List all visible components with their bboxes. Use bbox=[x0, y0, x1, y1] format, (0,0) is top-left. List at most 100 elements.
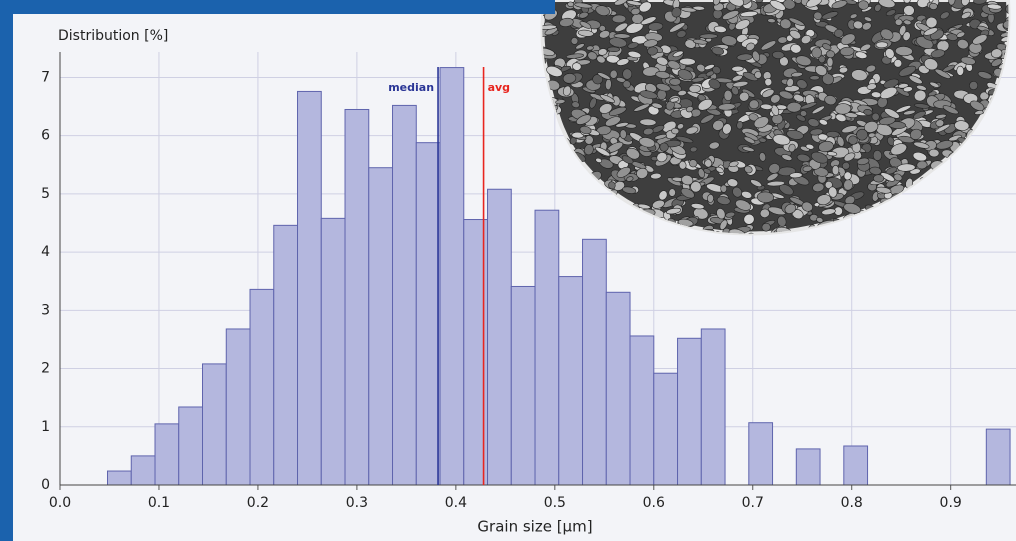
grain bbox=[1005, 14, 1009, 22]
grain bbox=[651, 102, 663, 109]
grain bbox=[942, 105, 959, 115]
grain bbox=[871, 112, 880, 121]
bar bbox=[558, 276, 584, 486]
grain bbox=[825, 50, 835, 59]
grain bbox=[760, 103, 773, 110]
grain bbox=[692, 5, 706, 11]
grain bbox=[902, 86, 913, 93]
grain bbox=[831, 0, 848, 9]
grain bbox=[639, 118, 657, 126]
grain bbox=[779, 184, 794, 196]
grain bbox=[887, 136, 895, 146]
grain bbox=[842, 161, 851, 170]
grain bbox=[752, 50, 761, 62]
grain bbox=[789, 172, 803, 179]
grain bbox=[767, 18, 776, 24]
grain bbox=[843, 171, 852, 181]
grain bbox=[772, 50, 785, 59]
grain bbox=[863, 16, 873, 22]
grain bbox=[857, 0, 869, 10]
grain bbox=[880, 28, 894, 40]
grain bbox=[559, 17, 574, 28]
grain bbox=[571, 101, 580, 109]
bar bbox=[487, 188, 512, 486]
grain bbox=[930, 49, 946, 59]
grain bbox=[578, 11, 589, 19]
grain bbox=[616, 58, 630, 66]
grain bbox=[696, 63, 706, 73]
grain bbox=[822, 73, 835, 85]
grain bbox=[828, 186, 838, 198]
grain bbox=[939, 11, 950, 20]
grain bbox=[675, 135, 694, 144]
grain bbox=[656, 56, 669, 66]
grain bbox=[672, 50, 684, 58]
grain bbox=[735, 199, 752, 211]
grain bbox=[956, 31, 966, 38]
grain bbox=[725, 211, 736, 218]
grain bbox=[935, 140, 954, 150]
grain bbox=[770, 94, 781, 104]
grain bbox=[786, 129, 804, 140]
grain bbox=[863, 121, 879, 133]
grain bbox=[642, 127, 654, 136]
grain bbox=[599, 103, 613, 114]
grain bbox=[727, 0, 744, 7]
grain bbox=[799, 110, 808, 117]
grain bbox=[821, 11, 839, 20]
grain bbox=[824, 180, 833, 189]
grain bbox=[961, 11, 972, 19]
grain bbox=[782, 0, 796, 10]
grain bbox=[760, 40, 777, 51]
grain bbox=[650, 172, 662, 180]
grain bbox=[743, 213, 755, 225]
grain bbox=[885, 48, 895, 59]
grain bbox=[875, 186, 892, 194]
grain bbox=[895, 46, 913, 57]
grain bbox=[735, 19, 751, 30]
grain bbox=[677, 69, 693, 81]
bar bbox=[700, 328, 726, 486]
x-tick-label: 0.2 bbox=[247, 495, 269, 511]
grain bbox=[690, 181, 702, 193]
grain bbox=[756, 191, 774, 203]
grain bbox=[923, 27, 938, 36]
bar bbox=[107, 470, 132, 486]
grain bbox=[671, 7, 682, 18]
grain bbox=[704, 64, 715, 70]
bar bbox=[130, 455, 156, 486]
grain bbox=[878, 0, 896, 8]
grain bbox=[880, 172, 895, 182]
grain bbox=[893, 173, 903, 182]
grain bbox=[916, 160, 928, 170]
grain bbox=[542, 47, 555, 56]
x-axis-label: Grain size [µm] bbox=[477, 518, 592, 536]
grain bbox=[913, 89, 927, 102]
grain bbox=[903, 0, 911, 4]
grain bbox=[627, 42, 639, 49]
grain bbox=[659, 142, 669, 152]
grain bbox=[595, 5, 610, 16]
grain bbox=[913, 141, 930, 149]
grain bbox=[909, 128, 922, 140]
grain bbox=[869, 166, 882, 175]
grain bbox=[748, 99, 760, 110]
grain bbox=[692, 39, 708, 45]
grain bbox=[728, 228, 747, 234]
grain bbox=[638, 137, 656, 148]
bar bbox=[344, 108, 370, 486]
grain bbox=[614, 0, 628, 6]
grain bbox=[802, 165, 813, 172]
grain bbox=[619, 129, 627, 139]
grain bbox=[630, 7, 641, 16]
grain bbox=[948, 134, 962, 142]
plot-area: 0 1 2 3 4 5 6 7 0.0 0.1 0.2 0.3 0.4 0.5 0.6 0.7 0.8 0.9 me… bbox=[41, 52, 1016, 511]
grain bbox=[812, 182, 825, 193]
grain bbox=[575, 43, 585, 50]
grain bbox=[688, 159, 698, 168]
grain bbox=[840, 33, 856, 45]
grain bbox=[680, 187, 695, 199]
grain bbox=[690, 203, 705, 210]
x-tick-label: 0.8 bbox=[841, 495, 863, 511]
x-tick-label: 0.7 bbox=[742, 495, 764, 511]
